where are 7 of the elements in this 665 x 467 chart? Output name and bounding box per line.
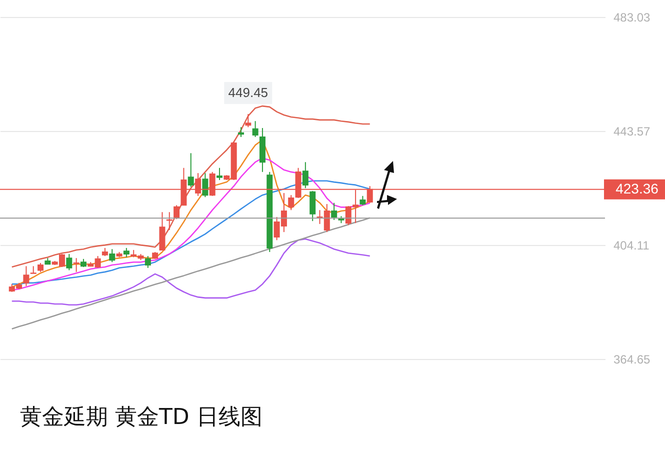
- text: 黄金延期 黄金TD 日线图: [20, 404, 262, 432]
- y-tick-label: 443.57: [614, 124, 651, 138]
- ref-line-label: 423.36: [616, 180, 659, 196]
- y-tick-label: 404.11: [614, 238, 650, 253]
- y-tick-label: 364.65: [614, 352, 651, 367]
- y-tick-label: 483.03: [614, 10, 651, 24]
- annotation: 449.45: [228, 85, 268, 100]
